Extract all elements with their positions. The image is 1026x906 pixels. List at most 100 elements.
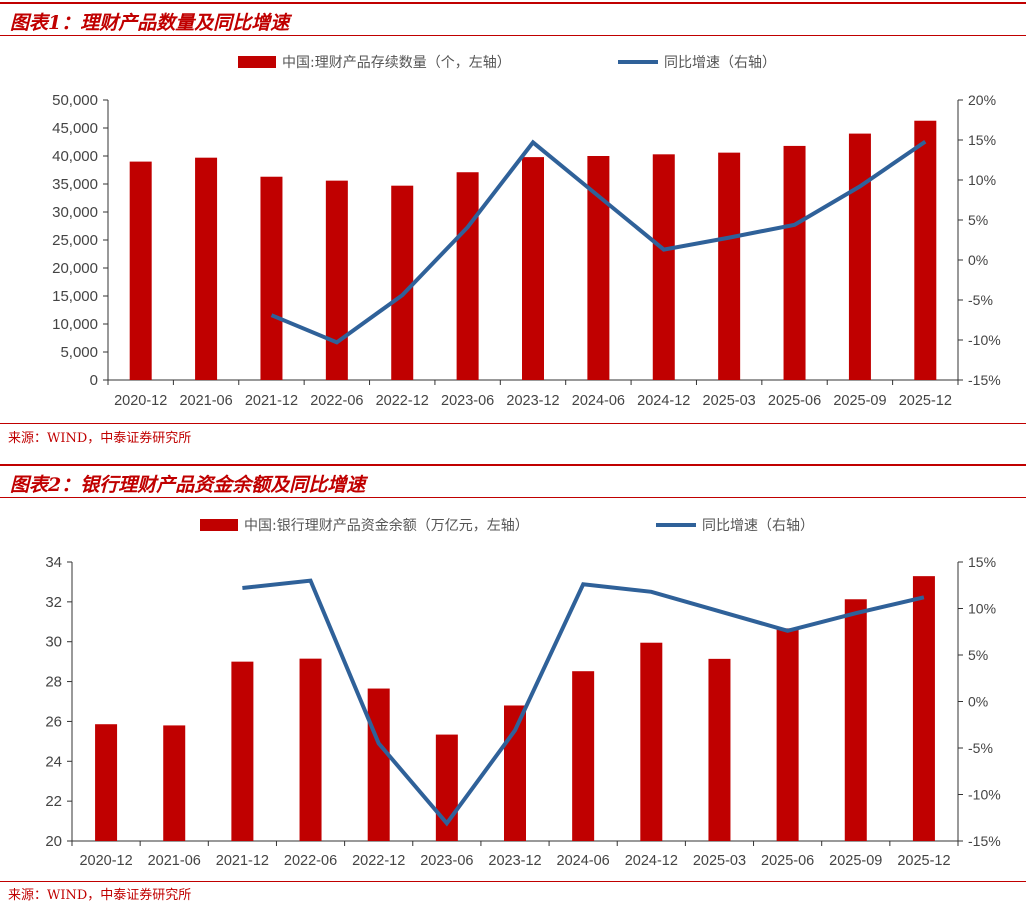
x-tick-label: 2024-06 bbox=[572, 393, 625, 409]
left-tick-label: 0 bbox=[90, 372, 98, 389]
legend-line-label: 同比增速（右轴） bbox=[702, 518, 814, 534]
bar bbox=[231, 661, 254, 841]
bar bbox=[299, 658, 322, 841]
bar bbox=[587, 156, 610, 380]
bar bbox=[95, 724, 118, 841]
bar bbox=[522, 157, 544, 380]
x-tick-label: 2025-06 bbox=[768, 393, 821, 409]
x-tick-label: 2023-06 bbox=[441, 393, 494, 409]
figure-1-source-divider bbox=[0, 423, 1026, 424]
left-tick-label: 10,000 bbox=[52, 316, 98, 333]
bar bbox=[195, 157, 218, 380]
x-tick-label: 2022-12 bbox=[376, 393, 429, 409]
right-tick-label: 10% bbox=[968, 601, 996, 617]
left-tick-label: 15,000 bbox=[52, 288, 98, 305]
right-tick-label: -10% bbox=[968, 787, 1001, 803]
left-tick-label: 30 bbox=[45, 634, 62, 651]
right-tick-label: 0% bbox=[968, 252, 988, 268]
x-tick-label: 2025-03 bbox=[703, 393, 756, 409]
bar bbox=[572, 671, 595, 841]
x-tick-label: 2021-12 bbox=[245, 393, 298, 409]
x-tick-label: 2020-12 bbox=[79, 853, 132, 869]
legend-line-label: 同比增速（右轴） bbox=[664, 55, 776, 71]
right-tick-label: -15% bbox=[968, 833, 1001, 849]
left-tick-label: 32 bbox=[45, 594, 62, 611]
x-tick-label: 2023-06 bbox=[420, 853, 473, 869]
left-tick-label: 24 bbox=[45, 753, 62, 770]
yoy-line bbox=[242, 578, 925, 827]
left-tick-label: 28 bbox=[45, 674, 62, 691]
bar bbox=[914, 120, 937, 380]
legend-bar-swatch bbox=[200, 519, 238, 531]
x-tick-label: 2024-12 bbox=[625, 853, 678, 869]
bar bbox=[652, 154, 675, 380]
chart-product-count: 中国:理财产品存续数量（个，左轴） 同比增速（右轴） 0 5,000 10,000 15,… bbox=[52, 54, 1001, 409]
x-tick-label: 2022-06 bbox=[284, 853, 337, 869]
bar bbox=[260, 176, 283, 380]
right-tick-label: 20% bbox=[968, 92, 996, 108]
x-tick-label: 2024-12 bbox=[637, 393, 690, 409]
right-tick-label: 10% bbox=[968, 172, 996, 188]
left-tick-label: 30,000 bbox=[52, 204, 98, 221]
left-tick-label: 5,000 bbox=[60, 344, 98, 361]
x-tick-label: 2021-06 bbox=[179, 393, 232, 409]
left-tick-label: 45,000 bbox=[52, 120, 98, 137]
bar bbox=[129, 161, 152, 380]
x-tick-label: 2020-12 bbox=[114, 393, 167, 409]
x-tick-label: 2025-06 bbox=[761, 853, 814, 869]
right-tick-label: -15% bbox=[968, 372, 1001, 388]
x-tick-label: 2021-06 bbox=[148, 853, 201, 869]
bar bbox=[844, 599, 867, 841]
left-tick-label: 35,000 bbox=[52, 176, 98, 193]
left-tick-label: 50,000 bbox=[52, 92, 98, 109]
left-tick-label: 40,000 bbox=[52, 148, 98, 165]
right-tick-label: 5% bbox=[968, 647, 988, 663]
bar bbox=[640, 642, 663, 841]
bar bbox=[718, 152, 741, 380]
x-tick-label: 2024-06 bbox=[557, 853, 610, 869]
figure-2-title: 图表2：银行理财产品资金余额及同比增速 bbox=[10, 474, 366, 496]
x-tick-label: 2025-12 bbox=[897, 853, 950, 869]
left-tick-label: 34 bbox=[45, 554, 62, 571]
left-tick-label: 26 bbox=[45, 713, 62, 730]
left-tick-label: 20,000 bbox=[52, 260, 98, 277]
legend-bar-label: 中国:银行理财产品资金余额（万亿元，左轴） bbox=[244, 517, 529, 534]
figure-2-source-divider bbox=[0, 881, 1026, 882]
legend-bar-swatch bbox=[238, 56, 276, 68]
right-tick-label: 5% bbox=[968, 212, 988, 228]
x-tick-label: 2022-06 bbox=[310, 393, 363, 409]
left-tick-label: 25,000 bbox=[52, 232, 98, 249]
right-tick-label: -5% bbox=[968, 740, 993, 756]
x-tick-label: 2025-09 bbox=[829, 853, 882, 869]
right-tick-label: -10% bbox=[968, 332, 1001, 348]
x-tick-label: 2021-12 bbox=[216, 853, 269, 869]
x-tick-label: 2022-12 bbox=[352, 853, 405, 869]
left-tick-label: 20 bbox=[45, 833, 62, 850]
bar bbox=[325, 180, 348, 380]
figure-1-title: 图表1：理财产品数量及同比增速 bbox=[10, 12, 290, 34]
bar bbox=[783, 145, 806, 380]
bar bbox=[391, 185, 414, 380]
bar bbox=[163, 725, 186, 841]
figure-1-header: 图表1：理财产品数量及同比增速 bbox=[0, 2, 1026, 36]
x-tick-label: 2025-12 bbox=[899, 393, 952, 409]
right-tick-label: 15% bbox=[968, 554, 996, 570]
bar bbox=[708, 658, 731, 841]
x-tick-label: 2025-09 bbox=[833, 393, 886, 409]
x-tick-label: 2023-12 bbox=[488, 853, 541, 869]
bar bbox=[776, 628, 799, 841]
x-tick-label: 2025-03 bbox=[693, 853, 746, 869]
right-tick-label: 15% bbox=[968, 132, 996, 148]
x-tick-label: 2023-12 bbox=[506, 393, 559, 409]
right-tick-label: 0% bbox=[968, 694, 988, 710]
figure-2-header: 图表2：银行理财产品资金余额及同比增速 bbox=[0, 464, 1026, 498]
legend-bar-label: 中国:理财产品存续数量（个，左轴） bbox=[282, 54, 511, 71]
chart-wmp-balance: 中国:银行理财产品资金余额（万亿元，左轴） 同比增速（右轴） 20 22 24 26 28 3… bbox=[45, 517, 1001, 869]
bar bbox=[848, 133, 871, 380]
bar bbox=[912, 576, 935, 841]
figure-2-source: 来源：WIND，中泰证券研究所 bbox=[8, 888, 192, 903]
bar bbox=[456, 172, 479, 380]
figure-1-source: 来源：WIND，中泰证券研究所 bbox=[8, 431, 192, 446]
right-tick-label: -5% bbox=[968, 292, 993, 308]
bar bbox=[367, 688, 390, 841]
